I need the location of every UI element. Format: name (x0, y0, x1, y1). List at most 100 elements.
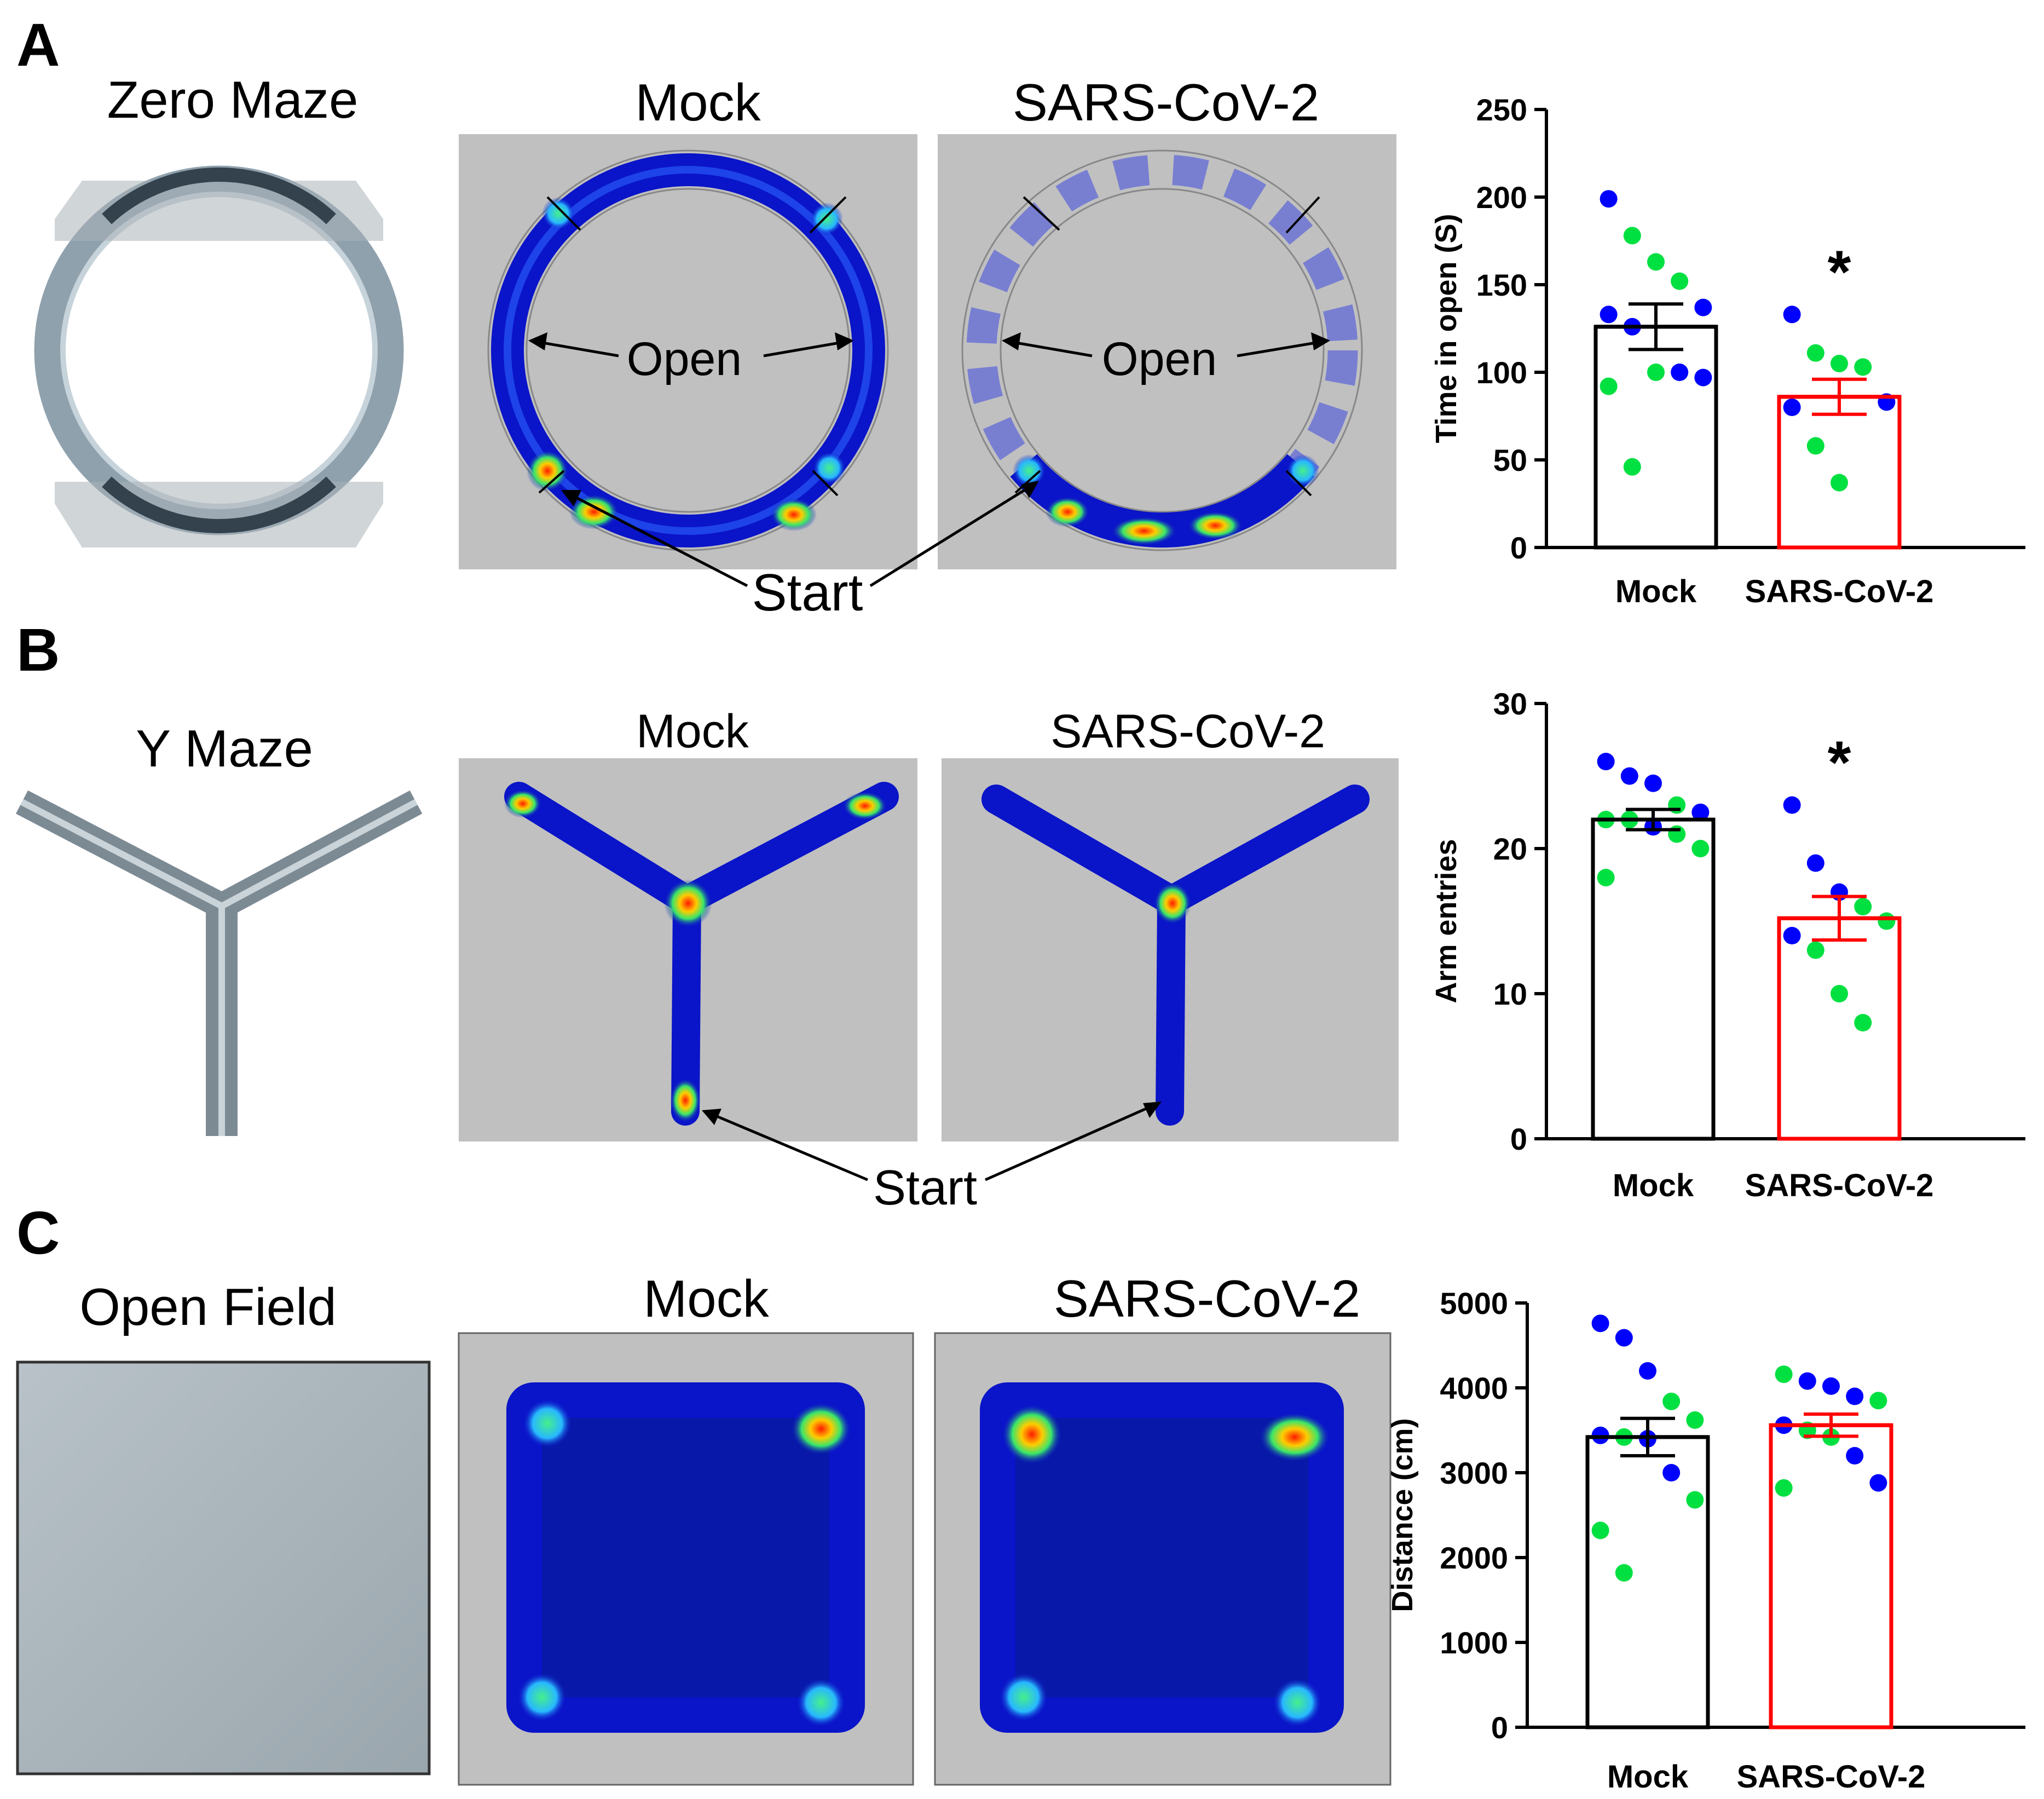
data-point (1694, 298, 1712, 316)
start-label: Start (873, 1161, 977, 1215)
zone-label-open: Open (627, 333, 742, 385)
data-point (1615, 1564, 1633, 1582)
data-point (1831, 474, 1848, 492)
y-maze-apparatus-icon (15, 790, 423, 1136)
chart-2: 0 10 20 30 Arm entries Mock * SARS-CoV-2 (1430, 687, 2025, 1203)
y-tick-label: 10 (1493, 977, 1527, 1011)
data-point (1869, 1474, 1887, 1492)
data-point (1806, 437, 1824, 455)
data-point (1639, 1362, 1656, 1380)
panel-a: A Zero Maze Mock (16, 11, 1396, 622)
data-point (1600, 190, 1618, 208)
data-point (1783, 927, 1801, 944)
heatmap-title-sars: SARS-CoV-2 (1054, 1270, 1360, 1328)
apparatus-label: Zero Maze (107, 71, 359, 129)
zero-maze-apparatus-icon (34, 165, 404, 547)
data-point (1623, 227, 1641, 245)
y-tick-label: 3000 (1440, 1456, 1508, 1490)
y-axis-label: Arm entries (1430, 839, 1463, 1003)
heatmap-zero-maze-mock: Mock Open (459, 73, 917, 569)
open-field-apparatus-icon (16, 1360, 431, 1775)
data-point (1600, 377, 1618, 395)
data-point (1806, 941, 1824, 959)
y-axis-label: Time in open (S) (1430, 214, 1463, 443)
data-point (1686, 1411, 1704, 1429)
y-tick-label: 30 (1493, 687, 1527, 721)
heatmap-open-field-sars: SARS-CoV-2 (934, 1270, 1391, 1786)
data-point (1691, 803, 1710, 821)
start-label: Start (752, 563, 863, 622)
bar-sars (1769, 1423, 1893, 1729)
y-tick-label: 2000 (1440, 1541, 1508, 1575)
data-point (1775, 1479, 1793, 1497)
heatmap-title-sars: SARS-CoV-2 (1013, 73, 1319, 132)
zone-label-open: Open (1102, 333, 1217, 385)
y-tick-label: 5000 (1440, 1286, 1508, 1321)
data-point (1591, 1521, 1609, 1539)
x-tick-label: SARS-CoV-2 (1737, 1759, 1926, 1795)
data-point (1662, 1392, 1681, 1410)
significance-star: * (1828, 238, 1851, 305)
data-point (1615, 1329, 1633, 1347)
panel-letter: B (16, 616, 60, 684)
y-axis-label: Distance (cm) (1386, 1418, 1419, 1612)
y-tick-label: 20 (1493, 832, 1527, 866)
data-point (1694, 368, 1712, 387)
data-point (1775, 1365, 1793, 1383)
bar-sars (1777, 395, 1902, 550)
x-tick-label: SARS-CoV-2 (1745, 1168, 1934, 1203)
data-point (1623, 458, 1641, 476)
bar-mock (1591, 817, 1716, 1141)
data-point (1597, 753, 1615, 770)
y-tick-label: 200 (1476, 180, 1527, 215)
data-point (1831, 355, 1848, 372)
data-point (1846, 1447, 1864, 1464)
bar-sars (1777, 916, 1902, 1141)
y-tick-label: 250 (1476, 93, 1527, 127)
heatmap-title-sars: SARS-CoV-2 (1050, 705, 1325, 758)
bar-mock (1593, 325, 1718, 550)
x-tick-label: Mock (1613, 1168, 1694, 1203)
x-tick-label: Mock (1615, 574, 1697, 609)
heatmap-open-field-mock: Mock (458, 1270, 914, 1786)
data-point (1783, 399, 1801, 416)
data-point (1662, 1464, 1681, 1481)
data-point (1686, 1491, 1704, 1509)
data-point (1854, 898, 1872, 915)
data-point (1591, 1314, 1609, 1333)
data-point (1644, 774, 1662, 792)
apparatus-label: Open Field (79, 1278, 337, 1336)
bar-mock (1585, 1435, 1710, 1729)
data-point (1668, 825, 1686, 843)
data-point (1691, 840, 1710, 857)
data-point (1806, 344, 1824, 362)
heatmap-y-maze-mock: Mock (459, 705, 917, 1141)
panel-letter: C (16, 1200, 60, 1267)
data-point (1806, 854, 1824, 872)
chart-3: 0 1000 2000 3000 4000 5000 Distance (cm) Mock SA… (1386, 1286, 2025, 1795)
data-point (1671, 272, 1689, 290)
data-point (1831, 985, 1848, 1002)
heatmap-title-mock: Mock (636, 705, 749, 758)
data-point (1783, 796, 1801, 814)
y-tick-label: 0 (1510, 531, 1527, 565)
data-point (1846, 1387, 1864, 1405)
panel-letter: A (16, 11, 60, 79)
data-point (1597, 869, 1615, 886)
significance-star: * (1828, 729, 1851, 797)
panel-b: B Y Maze Mock SARS-CoV-2 S (15, 616, 1399, 1215)
heatmap-y-maze-sars: SARS-CoV-2 (942, 705, 1399, 1141)
apparatus-label: Y Maze (136, 719, 313, 778)
data-point (1854, 358, 1872, 376)
data-point (1798, 1372, 1816, 1390)
data-point (1620, 767, 1638, 785)
y-tick-label: 0 (1491, 1710, 1508, 1745)
y-tick-label: 150 (1476, 268, 1527, 302)
data-point (1878, 912, 1896, 930)
data-point (1854, 1014, 1872, 1031)
y-tick-label: 0 (1510, 1122, 1527, 1156)
chart-1: 0 50 100 150 200 250 Time in open (S) Mock * SARS… (1430, 93, 2025, 609)
x-tick-label: Mock (1607, 1759, 1689, 1795)
